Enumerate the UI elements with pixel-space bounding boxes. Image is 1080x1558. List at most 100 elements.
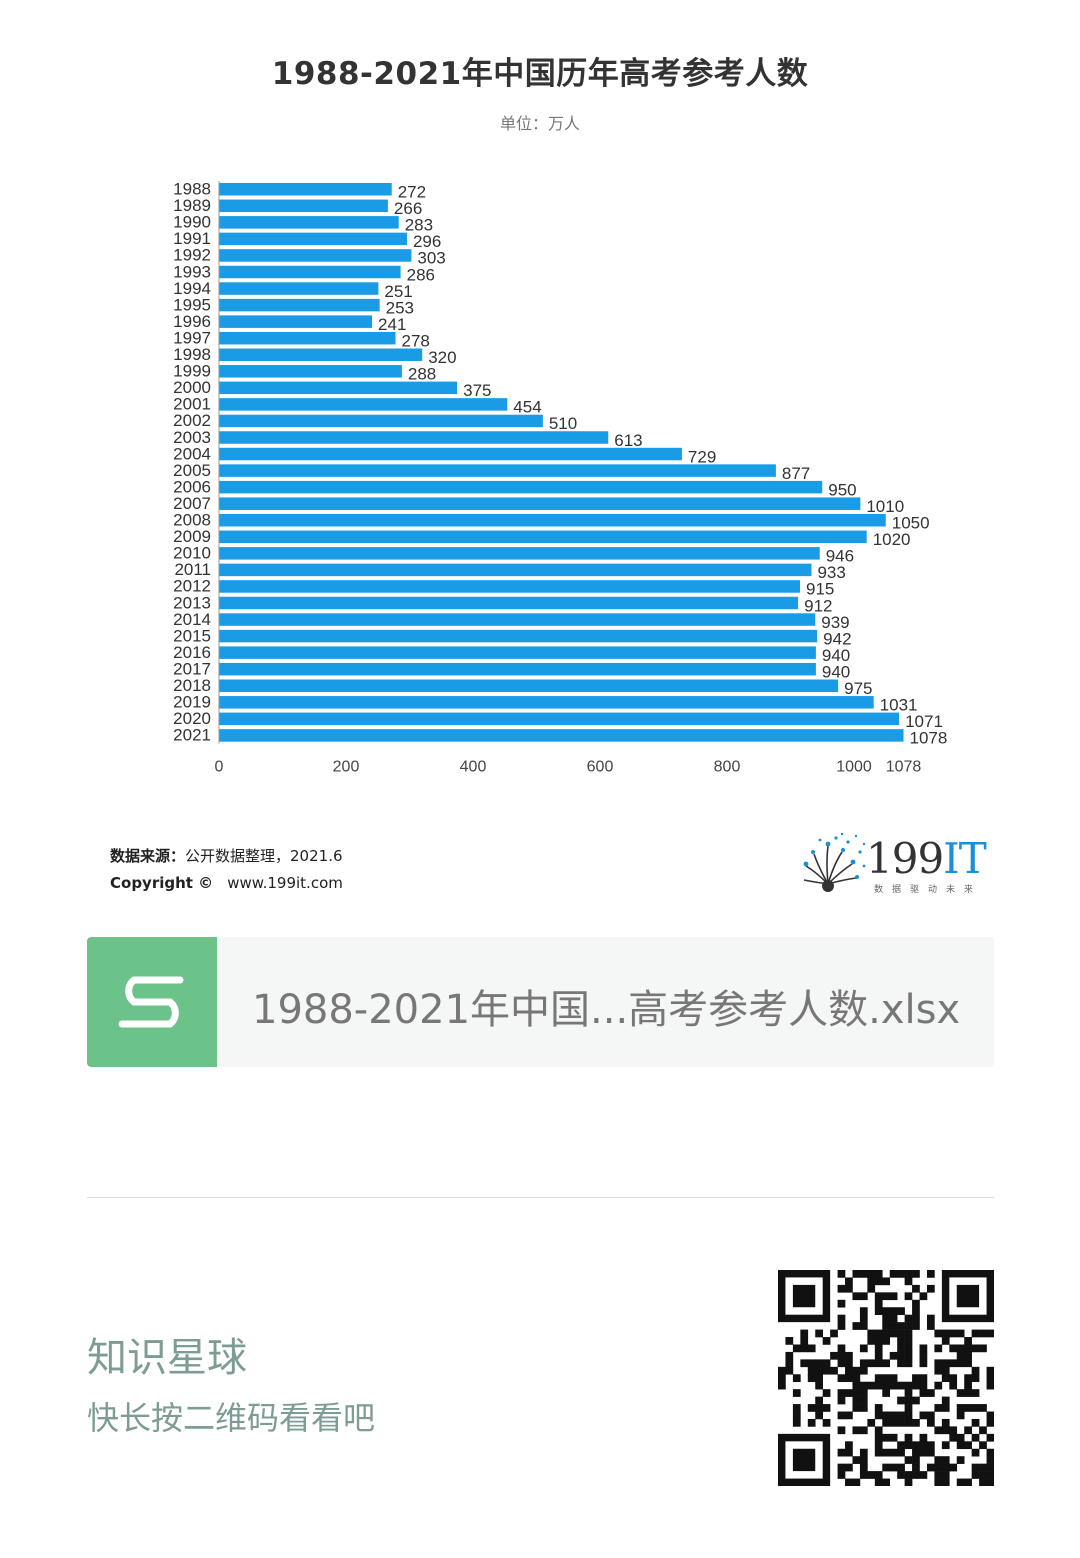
qr-module: [867, 1277, 876, 1286]
x-tick-label: 200: [333, 759, 360, 776]
qr-module: [882, 1381, 891, 1390]
qr-module: [889, 1329, 898, 1338]
qr-module: [979, 1441, 987, 1450]
qr-module: [897, 1411, 905, 1420]
qr-module: [904, 1418, 913, 1427]
qr-module: [919, 1389, 928, 1397]
bar: [219, 464, 776, 477]
bar: [219, 547, 820, 560]
bar: [219, 514, 886, 527]
qr-module: [941, 1359, 950, 1368]
qr-module: [926, 1441, 935, 1450]
qr-module: [822, 1389, 831, 1397]
bar: [219, 580, 801, 593]
category-label: 2012: [173, 577, 211, 596]
category-label: 1992: [173, 246, 211, 265]
qr-module: [964, 1404, 972, 1412]
qr-module: [941, 1456, 950, 1464]
qr-module: [822, 1337, 831, 1345]
category-label: 2014: [173, 610, 211, 629]
qr-module: [956, 1478, 965, 1486]
qr-module: [874, 1337, 883, 1345]
qr-module: [852, 1426, 861, 1435]
qr-module: [897, 1441, 905, 1450]
qr-module: [889, 1381, 898, 1390]
qr-module: [956, 1456, 965, 1464]
chart-unit: 单位：万人: [499, 114, 580, 133]
qr-module: [874, 1374, 883, 1383]
qr-module: [874, 1448, 883, 1457]
data-label: 933: [817, 563, 845, 582]
qr-module: [830, 1366, 838, 1375]
qr-module: [941, 1426, 950, 1435]
qr-module: [934, 1404, 943, 1412]
qr-module: [778, 1366, 786, 1375]
qr-module: [845, 1448, 853, 1457]
qr-module: [867, 1337, 876, 1345]
qr-module: [859, 1322, 868, 1330]
brand-name: 199IT: [866, 834, 987, 883]
category-label: 1989: [173, 196, 211, 215]
qr-module: [904, 1456, 913, 1464]
qr-module: [889, 1374, 898, 1383]
qr-module: [889, 1411, 898, 1420]
qr-module: [979, 1404, 987, 1412]
qr-module: [986, 1433, 994, 1442]
qr-module: [926, 1322, 935, 1330]
qr-module: [964, 1337, 972, 1345]
category-label: 2011: [174, 560, 211, 579]
qr-module: [882, 1337, 891, 1345]
bar: [219, 696, 874, 709]
qr-module: [956, 1344, 965, 1353]
qr-module: [904, 1433, 913, 1442]
qr-module: [852, 1478, 861, 1486]
qr-module: [874, 1411, 883, 1420]
qr-module: [815, 1329, 823, 1338]
qr-module: [904, 1344, 913, 1353]
bar: [219, 712, 900, 726]
qr-module: [807, 1404, 816, 1412]
x-tick-label: 1078: [886, 759, 922, 776]
qr-module: [971, 1366, 980, 1375]
qr-module: [897, 1381, 905, 1390]
data-label: 729: [688, 447, 716, 466]
qr-module: [904, 1411, 913, 1420]
dandelion-logo-icon: [803, 832, 866, 892]
qr-module: [889, 1351, 898, 1360]
data-label: 251: [384, 282, 412, 301]
file-attachment-card[interactable]: 1988-2021年中国...高考参考人数.xlsx: [87, 937, 994, 1067]
qr-module: [889, 1270, 898, 1278]
data-label: 241: [378, 315, 406, 334]
qr-module: [867, 1471, 876, 1479]
qr-module: [874, 1351, 883, 1360]
qr-module: [852, 1396, 861, 1405]
qr-module: [859, 1366, 868, 1375]
bar: [219, 613, 816, 626]
data-label: 912: [804, 596, 832, 615]
qr-module: [941, 1471, 950, 1479]
category-label: 2006: [173, 477, 211, 496]
qr-code[interactable]: [778, 1270, 994, 1486]
qr-module: [897, 1329, 905, 1338]
qr-module: [926, 1418, 935, 1427]
qr-module: [941, 1463, 950, 1472]
qr-module: [986, 1329, 994, 1338]
qr-module: [874, 1359, 883, 1368]
qr-module: [964, 1381, 972, 1390]
x-tick-label: 800: [714, 759, 741, 776]
qr-module: [845, 1411, 853, 1420]
qr-module: [949, 1433, 958, 1442]
qr-module: [949, 1426, 958, 1435]
qr-module: [904, 1404, 913, 1412]
qr-module: [986, 1448, 994, 1457]
qr-module: [964, 1359, 972, 1368]
qr-module: [815, 1359, 823, 1368]
qr-module: [785, 1359, 794, 1368]
qr-module: [964, 1344, 972, 1353]
category-label: 2017: [173, 659, 211, 678]
qr-module: [941, 1374, 950, 1383]
qr-module: [941, 1418, 950, 1427]
qr-module: [912, 1456, 920, 1464]
qr-module: [897, 1463, 905, 1472]
qr-module: [956, 1351, 965, 1360]
